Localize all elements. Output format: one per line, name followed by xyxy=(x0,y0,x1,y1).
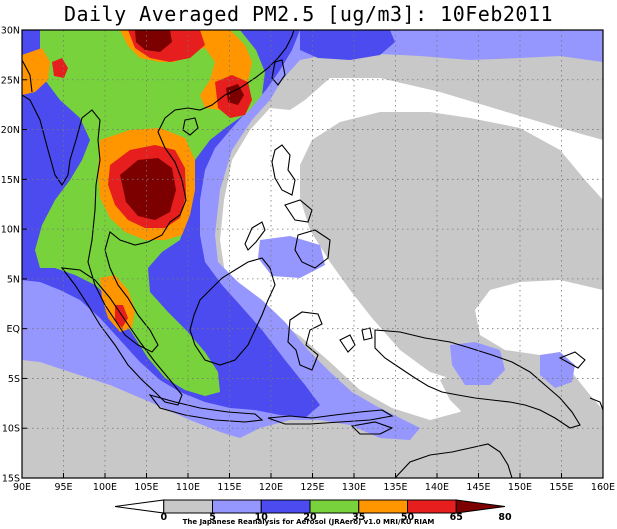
coastline-timor xyxy=(350,421,394,435)
coastline-solomon xyxy=(589,397,603,411)
coastline-sulawesi xyxy=(287,311,323,371)
x-tick-label: 160E xyxy=(591,482,615,493)
x-tick-label: 105E xyxy=(134,482,158,493)
colorbar-label: 80 xyxy=(498,512,512,523)
contour-80-plus-c xyxy=(226,84,244,105)
colorbar-legend: 0 5 10 20 35 50 65 80 xyxy=(114,499,512,523)
contour-20-35-ne xyxy=(300,30,395,60)
coastline-asia-mainland xyxy=(22,30,295,353)
contour-50-65-d xyxy=(22,48,50,95)
x-tick-label: 95E xyxy=(54,482,72,493)
map-title: Daily Averaged PM2.5 [ug/m3]: 10Feb2011 xyxy=(63,2,554,26)
coastline-mindanao xyxy=(294,229,331,269)
y-tick-label: 10N xyxy=(1,225,20,236)
x-tick-label: 90E xyxy=(13,482,31,493)
x-axis-ticks: 90E 95E 100E 105E 110E 115E 120E 125E 130E 135E 14… xyxy=(13,473,615,493)
x-tick-label: 140E xyxy=(425,482,449,493)
x-tick-label: 135E xyxy=(383,482,407,493)
y-tick-label: 15S xyxy=(2,474,20,485)
coastline-borneo xyxy=(189,257,276,366)
x-tick-label: 150E xyxy=(508,482,532,493)
y-tick-label: 5N xyxy=(7,274,20,285)
y-tick-label: 15N xyxy=(1,175,20,186)
colorbar-label: 20 xyxy=(303,512,317,523)
y-tick-label: 25N xyxy=(1,75,20,86)
contour-10-20-e xyxy=(450,342,505,385)
coastline-bismarck xyxy=(558,351,586,369)
coastline-taiwan xyxy=(271,59,286,86)
x-tick-label: 115E xyxy=(217,482,241,493)
contour-80-plus-a xyxy=(120,158,176,220)
colorbar-label: 10 xyxy=(255,512,269,523)
contour-80-plus-b xyxy=(135,30,172,52)
contour-65-80-d xyxy=(52,58,68,78)
y-tick-label: 20N xyxy=(1,125,20,136)
y-tick-label: 5S xyxy=(8,374,20,385)
contour-10-20-pac xyxy=(258,236,325,278)
y-axis-ticks: 30N 25N 20N 15N 10N 5N EQ 5S 10S 15S xyxy=(1,26,27,485)
coastline-australia xyxy=(394,443,513,478)
colorbar-segment xyxy=(114,499,165,514)
coastline-palawan xyxy=(244,221,266,251)
x-tick-label: 125E xyxy=(300,482,324,493)
x-tick-label: 110E xyxy=(176,482,200,493)
y-tick-label: EQ xyxy=(7,324,20,335)
x-tick-label: 100E xyxy=(93,482,117,493)
coastlines xyxy=(22,30,603,478)
coastline-sri-andaman xyxy=(22,59,33,93)
coastline-hainan xyxy=(182,117,199,136)
colorbar-label: 5 xyxy=(209,512,216,523)
y-tick-label: 30N xyxy=(1,26,20,37)
x-tick-label: 130E xyxy=(342,482,366,493)
gridlines xyxy=(22,30,603,478)
x-tick-label: 155E xyxy=(549,482,573,493)
coastline-philippines-visayas xyxy=(284,199,313,223)
colorbar-label: 35 xyxy=(352,512,365,523)
coastline-philippines-luzon xyxy=(271,144,296,196)
colorbar-label: 65 xyxy=(450,512,463,523)
y-tick-label: 10S xyxy=(2,424,20,435)
coastline-lesser-sunda xyxy=(267,409,394,425)
credit-line: The Japanese Reanalysis for Aerosol (JRA… xyxy=(182,518,435,526)
x-tick-label: 120E xyxy=(259,482,283,493)
contour-5-10-sw xyxy=(22,360,262,455)
coastline-new-guinea xyxy=(374,329,581,429)
x-tick-label: 145E xyxy=(466,482,490,493)
colorbar-label: 0 xyxy=(160,512,167,523)
concentration-field xyxy=(22,30,603,478)
colorbar-segment xyxy=(163,499,213,514)
coastline-sumatra xyxy=(60,267,183,406)
colorbar-segment xyxy=(455,499,506,514)
colorbar-label: 50 xyxy=(401,512,415,523)
coastline-java xyxy=(148,394,264,423)
